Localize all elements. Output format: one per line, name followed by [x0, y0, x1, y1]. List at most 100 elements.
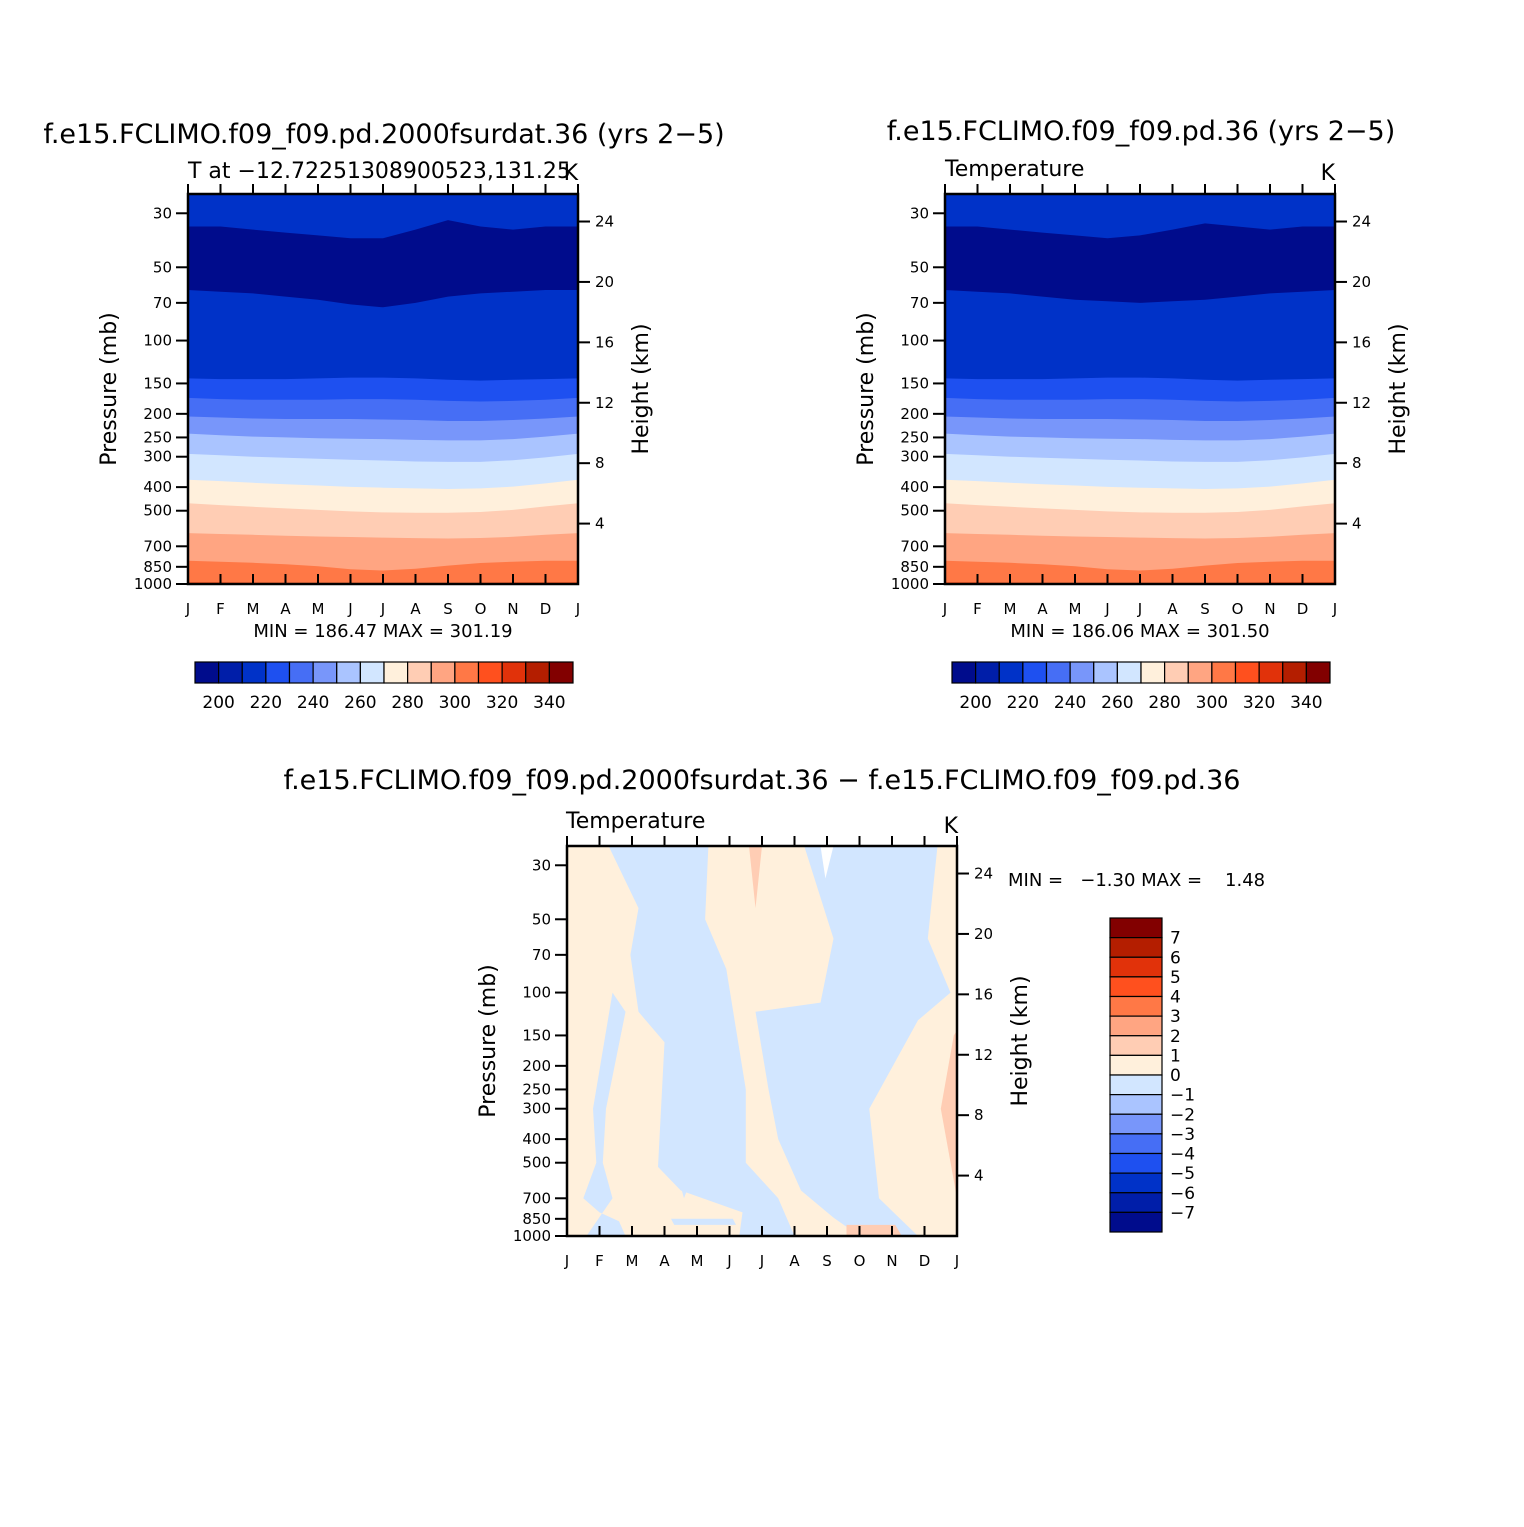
- panel-2-xtick-label-4: M: [1069, 600, 1082, 618]
- panel-3-colorbar-label-11: −4: [1170, 1145, 1195, 1165]
- panel-1-y2tick-label-4: 20: [595, 273, 614, 291]
- panel-3-xtick-label-1: F: [595, 1252, 604, 1270]
- panel-1-ylabel: Pressure (mb): [97, 312, 122, 466]
- panel-3: f.e15.FCLIMO.f09_f09.pd.2000fsurdat.36 −…: [284, 765, 1266, 1270]
- panel-2-y2tick-label-0: 4: [1352, 515, 1362, 533]
- panel-3-colorbar-swatch-2: [1109, 956, 1163, 978]
- panel-1-units: K: [564, 161, 579, 186]
- panel-2-xtick-label-3: A: [1037, 600, 1048, 618]
- panel-3-colorbar-swatch-7: [1109, 1054, 1163, 1076]
- panel-2-xtick-label-2: M: [1004, 600, 1017, 618]
- panel-2-colorbar-label-0: 200: [959, 693, 991, 713]
- panel-3-colorbar-label-1: 6: [1170, 948, 1181, 968]
- panel-2-ytick-label-7: 300: [900, 448, 929, 466]
- panel-1-plot: [188, 194, 578, 584]
- panel-1-xtick-label-3: A: [280, 600, 291, 618]
- panel-2-colorbar-swatch-1: [975, 661, 1000, 684]
- panel-3-colorbar-label-12: −5: [1170, 1164, 1195, 1184]
- panel-1-colorbar-swatch-8: [383, 661, 409, 684]
- panel-2-plot: [945, 194, 1335, 584]
- panel-3-colorbar-label-8: −1: [1170, 1086, 1195, 1106]
- panel-1-colorbar-label-2: 240: [297, 693, 329, 713]
- panel-1-title: f.e15.FCLIMO.f09_f09.pd.2000fsurdat.36 (…: [43, 119, 724, 150]
- panel-2-colorbar-swatch-9: [1164, 661, 1189, 684]
- panel-2-xtick-label-10: N: [1264, 600, 1275, 618]
- panel-3-xtick-label-4: M: [691, 1252, 704, 1270]
- panel-3-ylabel: Pressure (mb): [476, 964, 501, 1118]
- panel-2-colorbar-swatch-12: [1234, 661, 1260, 684]
- panel-1-xtick-label-9: O: [475, 600, 487, 618]
- panel-2-colorbar-swatch-8: [1140, 661, 1166, 684]
- panel-3-y2tick-label-5: 24: [974, 865, 993, 883]
- panel-2-y2tick-label-4: 20: [1352, 273, 1371, 291]
- panel-2-colorbar-label-6: 320: [1243, 693, 1275, 713]
- diff-region-0-1: [755, 846, 951, 1236]
- panel-2-colorbar-swatch-13: [1258, 661, 1284, 684]
- panel-3-colorbar-swatch-8: [1109, 1074, 1163, 1096]
- panel-1-colorbar: 200 220 240 260 280 300 320 340: [194, 661, 574, 713]
- panel-2-xtick-label-0: J: [942, 600, 947, 618]
- panel-1-ylabel-right: Height (km): [629, 323, 654, 454]
- panel-3-ytick-label-5: 200: [522, 1057, 551, 1075]
- panel-1-colorbar-swatch-7: [359, 661, 385, 684]
- diff-region-1-1: [940, 1030, 957, 1199]
- panel-1-colorbar-label-1: 220: [250, 693, 282, 713]
- panel-2-colorbar-swatch-11: [1211, 661, 1237, 684]
- panel-3-colorbar-label-13: −6: [1170, 1184, 1195, 1204]
- panel-2-colorbar-label-5: 300: [1196, 693, 1228, 713]
- panel-3-xtick-label-8: S: [822, 1252, 832, 1270]
- panel-2-colorbar-swatch-7: [1116, 661, 1142, 684]
- panel-1-xtick-label-5: J: [347, 600, 352, 618]
- panel-3-colorbar-swatch-11: [1109, 1133, 1163, 1155]
- panel-1-subtitle: T at −12.72251308900523,131.25: [187, 159, 571, 184]
- panel-2-y2tick-label-5: 24: [1352, 213, 1371, 231]
- panel-3-xtick-label-7: A: [789, 1252, 800, 1270]
- panel-1-xtick-label-11: D: [540, 600, 552, 618]
- panel-2-axes: J F M A M J J A S O N D J 30 50 70 100 150 200 250 300 400 500…: [891, 184, 1371, 618]
- diff-region-0-2: [583, 992, 626, 1236]
- panel-2-xtick-label-11: D: [1297, 600, 1309, 618]
- panel-1-colorbar-swatch-6: [336, 661, 361, 684]
- panel-2-colorbar: 200 220 240 260 280 300 320 340: [951, 661, 1331, 713]
- panel-1-colorbar-label-6: 320: [486, 693, 518, 713]
- panel-1-ytick-label-5: 200: [143, 405, 172, 423]
- panel-2-ytick-label-8: 400: [900, 478, 929, 496]
- panel-1-y2tick-label-1: 8: [595, 454, 605, 472]
- panel-3-xtick-label-3: A: [659, 1252, 670, 1270]
- panel-1-colorbar-swatch-15: [548, 661, 574, 684]
- panel-2-xtick-label-5: J: [1104, 600, 1109, 618]
- panel-3-colorbar-label-0: 7: [1170, 929, 1181, 949]
- panel-2-xtick-label-9: O: [1232, 600, 1244, 618]
- diff-region-0-3: [671, 1218, 736, 1225]
- panel-1-ytick-label-3: 100: [143, 332, 172, 350]
- panel-3-xtick-label-9: O: [854, 1252, 866, 1270]
- panel-2-units: K: [1321, 161, 1336, 186]
- panel-3-colorbar-label-14: −7: [1170, 1203, 1195, 1223]
- panel-1-ytick-label-1: 50: [153, 258, 172, 276]
- panel-3-colorbar-swatch-12: [1109, 1152, 1163, 1174]
- panel-2-ytick-label-9: 500: [900, 502, 929, 520]
- panel-3-colorbar-label-5: 2: [1170, 1027, 1181, 1047]
- panel-3-xtick-label-0: J: [564, 1252, 569, 1270]
- panel-3-units: K: [944, 814, 959, 839]
- panel-2-xtick-label-12: J: [1332, 600, 1337, 618]
- panel-1-colorbar-label-5: 300: [439, 693, 471, 713]
- diff-region-1-0: [749, 846, 762, 909]
- panel-2-ytick-label-3: 100: [900, 332, 929, 350]
- panel-3-xtick-label-11: D: [919, 1252, 931, 1270]
- panel-2-ytick-label-1: 50: [910, 258, 929, 276]
- panel-2-ytick-label-4: 150: [900, 374, 929, 392]
- panel-3-colorbar-swatch-0: [1109, 917, 1163, 939]
- panel-1-colorbar-swatch-9: [407, 661, 432, 684]
- panel-2-y2tick-label-2: 12: [1352, 394, 1371, 412]
- panel-2-ytick-label-5: 200: [900, 405, 929, 423]
- panel-3-axes: J F M A M J J A S O N D J 30 50 70 100 150 200 250 300 400 500…: [513, 836, 993, 1270]
- panel-1-xtick-label-10: N: [507, 600, 518, 618]
- panel-1-ytick-label-10: 700: [143, 537, 172, 555]
- panel-1-y2tick-label-0: 4: [595, 515, 605, 533]
- panel-2-xtick-label-8: S: [1200, 600, 1210, 618]
- panel-1-xtick-label-1: F: [216, 600, 225, 618]
- panel-1-ytick-label-0: 30: [153, 204, 172, 222]
- panel-1-axes: J F M A M J J A S O N D J 30 50 70 100 150 200 250 300 400 500…: [134, 184, 614, 618]
